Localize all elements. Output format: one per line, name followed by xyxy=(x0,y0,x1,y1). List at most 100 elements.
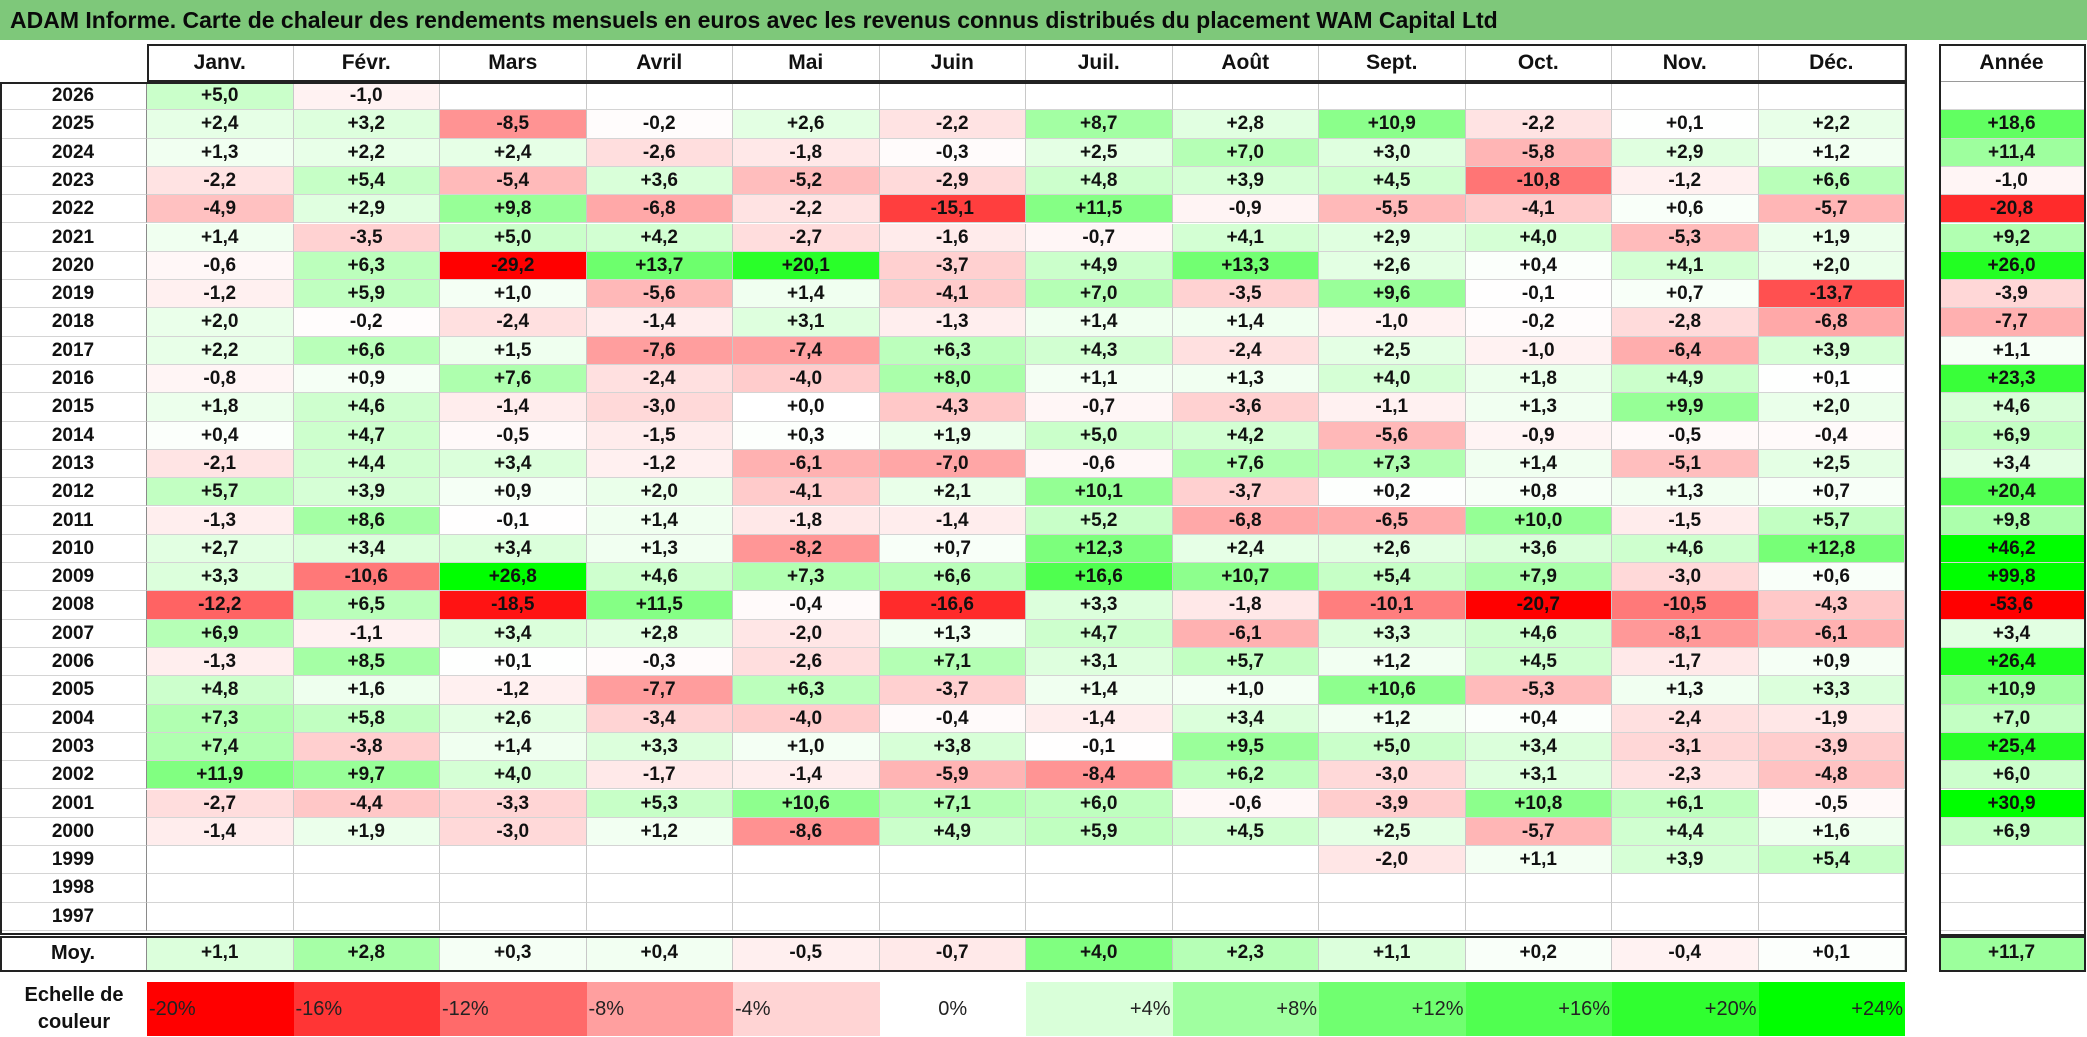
heatmap-cell: +9,8 xyxy=(440,195,587,224)
heatmap-cell: -1,3 xyxy=(147,648,294,677)
heatmap-cell: +1,4 xyxy=(1026,676,1173,705)
heatmap-cell: -5,9 xyxy=(879,761,1026,790)
heatmap-cell: +5,2 xyxy=(1026,506,1173,535)
heatmap-cell: +4,9 xyxy=(879,817,1026,847)
heatmap-cell: +2,2 xyxy=(147,336,294,365)
heatmap-cell: -1,2 xyxy=(586,449,733,479)
heatmap-cell: -4,1 xyxy=(879,280,1026,309)
heatmap-cell: +2,4 xyxy=(440,138,587,167)
heatmap-cell: +5,7 xyxy=(1758,506,1905,535)
heatmap-cell: -1,3 xyxy=(879,308,1026,337)
year-label: 2019 xyxy=(0,280,147,309)
heatmap-cell: +6,6 xyxy=(879,563,1026,592)
heatmap-cell: -2,9 xyxy=(879,166,1026,196)
annual-cell: +7,0 xyxy=(1939,704,2085,733)
heatmap-cell: -7,7 xyxy=(586,676,733,705)
heatmap-cell: -0,6 xyxy=(1026,449,1173,479)
heatmap-cell: -3,1 xyxy=(1612,732,1759,762)
heatmap-cell xyxy=(147,846,294,875)
heatmap-cell: +3,1 xyxy=(733,308,880,337)
annual-cell xyxy=(1939,846,2085,875)
heatmap-cell: +1,2 xyxy=(1319,648,1466,677)
annual-cell: -1,0 xyxy=(1939,166,2085,196)
heatmap-cell: +2,6 xyxy=(440,704,587,733)
heatmap-cell xyxy=(1172,82,1319,111)
heatmap-cell: +1,4 xyxy=(1465,449,1612,479)
heatmap-cell: +3,3 xyxy=(1758,676,1905,705)
annual-cell: -3,9 xyxy=(1939,280,2085,309)
heatmap-cell: -4,0 xyxy=(733,365,880,394)
heatmap-cell: +0,2 xyxy=(1319,478,1466,507)
color-scale-swatch: +12% xyxy=(1319,982,1466,1036)
heatmap-cell: +0,1 xyxy=(1758,365,1905,394)
heatmap-cell: -5,6 xyxy=(1319,421,1466,450)
heatmap-cell xyxy=(1026,902,1173,931)
heatmap-cell: -6,8 xyxy=(1172,506,1319,535)
heatmap-cell: +0,4 xyxy=(1465,251,1612,281)
heatmap-cell: +4,7 xyxy=(1026,619,1173,648)
heatmap-cell: +2,6 xyxy=(1319,534,1466,564)
heatmap-cell: -1,4 xyxy=(879,506,1026,535)
heatmap-cell: -1,2 xyxy=(440,676,587,705)
heatmap-cell: +3,0 xyxy=(1319,138,1466,167)
heatmap-cell: +2,0 xyxy=(147,308,294,337)
heatmap-cell: -1,4 xyxy=(147,817,294,847)
annual-cell: +18,6 xyxy=(1939,110,2085,139)
year-label: 2010 xyxy=(0,534,147,564)
heatmap-cell: +8,5 xyxy=(293,648,440,677)
heatmap-cell: -3,0 xyxy=(440,817,587,847)
heatmap-cell: +1,8 xyxy=(147,393,294,422)
heatmap-cell xyxy=(879,846,1026,875)
heatmap-cell: +6,3 xyxy=(293,251,440,281)
heatmap-cell xyxy=(1758,82,1905,111)
heatmap-cell: -2,2 xyxy=(733,195,880,224)
heatmap-cell: -1,8 xyxy=(1172,591,1319,620)
heatmap-cell: +0,8 xyxy=(1465,478,1612,507)
heatmap-cell: -0,5 xyxy=(1758,789,1905,818)
heatmap-cell: -2,2 xyxy=(147,166,294,196)
heatmap-cell: +1,2 xyxy=(1758,138,1905,167)
heatmap-cell: +5,0 xyxy=(147,82,294,111)
heatmap-cell: +3,3 xyxy=(147,563,294,592)
average-annual-cell: +11,7 xyxy=(1939,936,2085,970)
heatmap-cell: +13,7 xyxy=(586,251,733,281)
annual-cell: -20,8 xyxy=(1939,195,2085,224)
year-label: 2021 xyxy=(0,223,147,252)
heatmap-cell: +6,9 xyxy=(147,619,294,648)
heatmap-cell: +3,9 xyxy=(293,478,440,507)
heatmap-cell: -3,7 xyxy=(879,676,1026,705)
heatmap-cell: +0,6 xyxy=(1612,195,1759,224)
heatmap-cell: -0,7 xyxy=(1026,223,1173,252)
heatmap-cell: -2,8 xyxy=(1612,308,1759,337)
year-label: 2014 xyxy=(0,421,147,450)
heatmap-cell xyxy=(1612,82,1759,111)
year-label: 2023 xyxy=(0,166,147,196)
year-total-header: Année xyxy=(1939,44,2085,82)
heatmap-cell: -1,4 xyxy=(586,308,733,337)
year-label: 2013 xyxy=(0,449,147,479)
heatmap-cell xyxy=(440,874,587,903)
heatmap-cell: -0,9 xyxy=(1465,421,1612,450)
heatmap-cell: +7,0 xyxy=(1026,280,1173,309)
heatmap-cell: -5,8 xyxy=(1465,138,1612,167)
heatmap-cell: +0,7 xyxy=(1758,478,1905,507)
heatmap-cell: -2,4 xyxy=(1172,336,1319,365)
heatmap-cell: -0,1 xyxy=(1026,732,1173,762)
heatmap-cell: +2,0 xyxy=(1758,251,1905,281)
average-cell: +1,1 xyxy=(1319,936,1466,970)
year-label: 1998 xyxy=(0,874,147,903)
heatmap-cell xyxy=(1026,82,1173,111)
heatmap-cell: -4,9 xyxy=(147,195,294,224)
heatmap-cell: -3,5 xyxy=(1172,280,1319,309)
average-cell: +0,2 xyxy=(1465,936,1612,970)
heatmap-cell: +13,3 xyxy=(1172,251,1319,281)
heatmap-cell: -16,6 xyxy=(879,591,1026,620)
heatmap-cell: +10,0 xyxy=(1465,506,1612,535)
heatmap-cell: -2,3 xyxy=(1612,761,1759,790)
heatmap-cell: -1,0 xyxy=(1465,336,1612,365)
heatmap-cell: +1,4 xyxy=(733,280,880,309)
heatmap-cell: +3,6 xyxy=(1465,534,1612,564)
heatmap-cell: +0,9 xyxy=(293,365,440,394)
heatmap-cell: -13,7 xyxy=(1758,280,1905,309)
heatmap-cell: -3,7 xyxy=(1172,478,1319,507)
